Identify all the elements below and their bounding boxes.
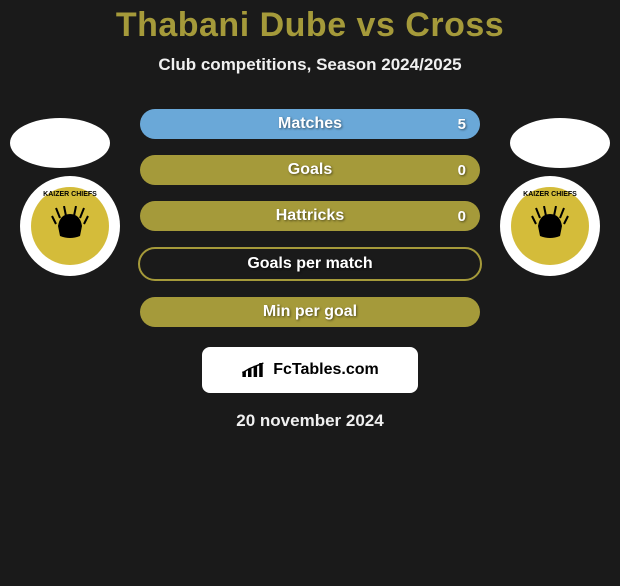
date-text: 20 november 2024 <box>0 411 620 431</box>
chief-head-icon <box>50 206 90 246</box>
player-avatar-left <box>10 118 110 168</box>
attribution-text: FcTables.com <box>273 361 379 379</box>
stat-row-hattricks: Hattricks0 <box>140 201 480 231</box>
attribution-badge: FcTables.com <box>202 347 418 393</box>
chart-icon <box>241 361 269 379</box>
player-avatar-right <box>510 118 610 168</box>
club-badge-left: KAIZER CHIEFS <box>20 176 120 276</box>
subtitle: Club competitions, Season 2024/2025 <box>0 55 620 75</box>
stat-label: Min per goal <box>140 303 480 321</box>
club-badge-right: KAIZER CHIEFS <box>500 176 600 276</box>
stat-label: Goals per match <box>140 255 480 273</box>
stat-row-min-per-goal: Min per goal <box>140 297 480 327</box>
chief-head-icon <box>530 206 570 246</box>
club-badge-right-inner: KAIZER CHIEFS <box>511 187 589 265</box>
stat-row-goals-per-match: Goals per match <box>138 247 482 281</box>
stat-value-right: 5 <box>458 116 466 133</box>
club-badge-left-inner: KAIZER CHIEFS <box>31 187 109 265</box>
stat-label: Hattricks <box>140 207 480 225</box>
page-title: Thabani Dube vs Cross <box>0 6 620 45</box>
stat-value-right: 0 <box>458 162 466 179</box>
stat-label: Goals <box>140 161 480 179</box>
stat-label: Matches <box>140 115 480 133</box>
stat-value-right: 0 <box>458 208 466 225</box>
stat-row-matches: Matches5 <box>140 109 480 139</box>
stat-row-goals: Goals0 <box>140 155 480 185</box>
